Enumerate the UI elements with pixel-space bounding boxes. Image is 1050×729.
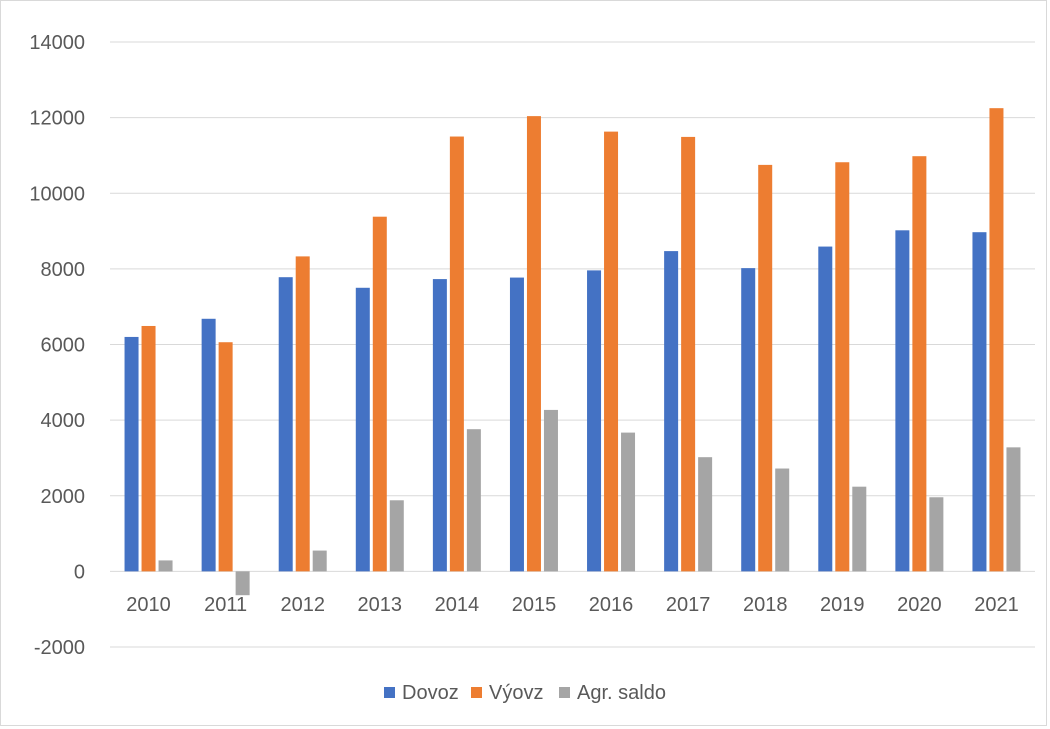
- y-tick-label: 2000: [41, 486, 86, 508]
- x-tick-label: 2015: [512, 594, 557, 616]
- bar-dovoz-2011: [201, 318, 216, 572]
- y-tick-label: 12000: [29, 108, 85, 130]
- bar-v-ovz-2010: [141, 325, 156, 572]
- bar-agr-saldo-2019: [852, 486, 867, 572]
- legend-label: Agr. saldo: [577, 682, 666, 704]
- bar-dovoz-2013: [355, 287, 370, 572]
- y-tick-label: 14000: [29, 32, 85, 54]
- bar-v-ovz-2011: [218, 342, 233, 572]
- x-tick-label: 2010: [126, 594, 171, 616]
- bar-agr-saldo-2010: [158, 560, 173, 572]
- x-tick-label: 2018: [743, 594, 788, 616]
- bar-agr-saldo-2013: [389, 500, 404, 572]
- x-axis: 2010 2011 2012 2013 2014 2015 2016 2017 2018 2019…: [126, 594, 1018, 616]
- bar-v-ovz-2017: [681, 136, 696, 572]
- bar-dovoz-2020: [895, 230, 910, 572]
- bar-dovoz-2019: [818, 246, 833, 572]
- x-tick-label: 2013: [358, 594, 403, 616]
- bar-agr-saldo-2016: [621, 432, 636, 572]
- bar-agr-saldo-2011: [235, 571, 250, 596]
- x-tick-label: 2014: [435, 594, 480, 616]
- legend-label: Výovz: [489, 682, 543, 704]
- bar-agr-saldo-2014: [466, 429, 481, 572]
- bar-agr-saldo-2017: [698, 457, 713, 572]
- bar-dovoz-2010: [124, 336, 139, 572]
- bar-dovoz-2016: [587, 270, 602, 572]
- legend-swatch: [559, 687, 570, 698]
- bar-dovoz-2014: [432, 279, 447, 572]
- y-tick-label: 8000: [41, 259, 86, 281]
- bar-dovoz-2012: [278, 277, 293, 572]
- bars: [124, 108, 1021, 596]
- bar-v-ovz-2015: [526, 116, 541, 572]
- y-tick-label: 0: [74, 561, 85, 583]
- bar-agr-saldo-2021: [1006, 447, 1021, 572]
- y-tick-label: 10000: [29, 183, 85, 205]
- bar-agr-saldo-2020: [929, 497, 944, 572]
- bar-dovoz-2017: [664, 251, 679, 572]
- legend-swatch: [384, 687, 395, 698]
- legend-swatch: [471, 687, 482, 698]
- bar-v-ovz-2012: [295, 256, 310, 572]
- x-tick-label: 2020: [897, 594, 942, 616]
- x-tick-label: 2019: [820, 594, 865, 616]
- x-tick-label: 2017: [666, 594, 711, 616]
- bar-dovoz-2015: [509, 277, 524, 572]
- x-tick-label: 2011: [204, 594, 247, 616]
- bar-v-ovz-2018: [758, 164, 773, 572]
- bar-agr-saldo-2018: [775, 468, 790, 572]
- bar-v-ovz-2016: [604, 131, 619, 572]
- legend-label: Dovoz: [402, 682, 459, 704]
- bar-dovoz-2018: [741, 268, 756, 572]
- bar-v-ovz-2019: [835, 162, 850, 572]
- gridlines: [110, 41, 1035, 648]
- x-tick-label: 2021: [974, 594, 1019, 616]
- y-axis: 14000 12000 10000 8000 6000 4000 2000 0 -2000: [29, 32, 85, 659]
- bar-dovoz-2021: [972, 232, 987, 572]
- bar-v-ovz-2021: [989, 108, 1004, 572]
- y-tick-label: 6000: [41, 335, 86, 357]
- bar-agr-saldo-2015: [543, 409, 558, 572]
- bar-v-ovz-2020: [912, 156, 927, 572]
- y-tick-label: 4000: [41, 410, 86, 432]
- legend: Dovoz Výovz Agr. saldo: [384, 682, 666, 704]
- x-tick-label: 2012: [280, 594, 325, 616]
- y-tick-label: -2000: [34, 637, 85, 659]
- bar-v-ovz-2014: [449, 136, 464, 572]
- x-tick-label: 2016: [589, 594, 634, 616]
- bar-v-ovz-2013: [372, 216, 387, 572]
- bar-agr-saldo-2012: [312, 550, 327, 572]
